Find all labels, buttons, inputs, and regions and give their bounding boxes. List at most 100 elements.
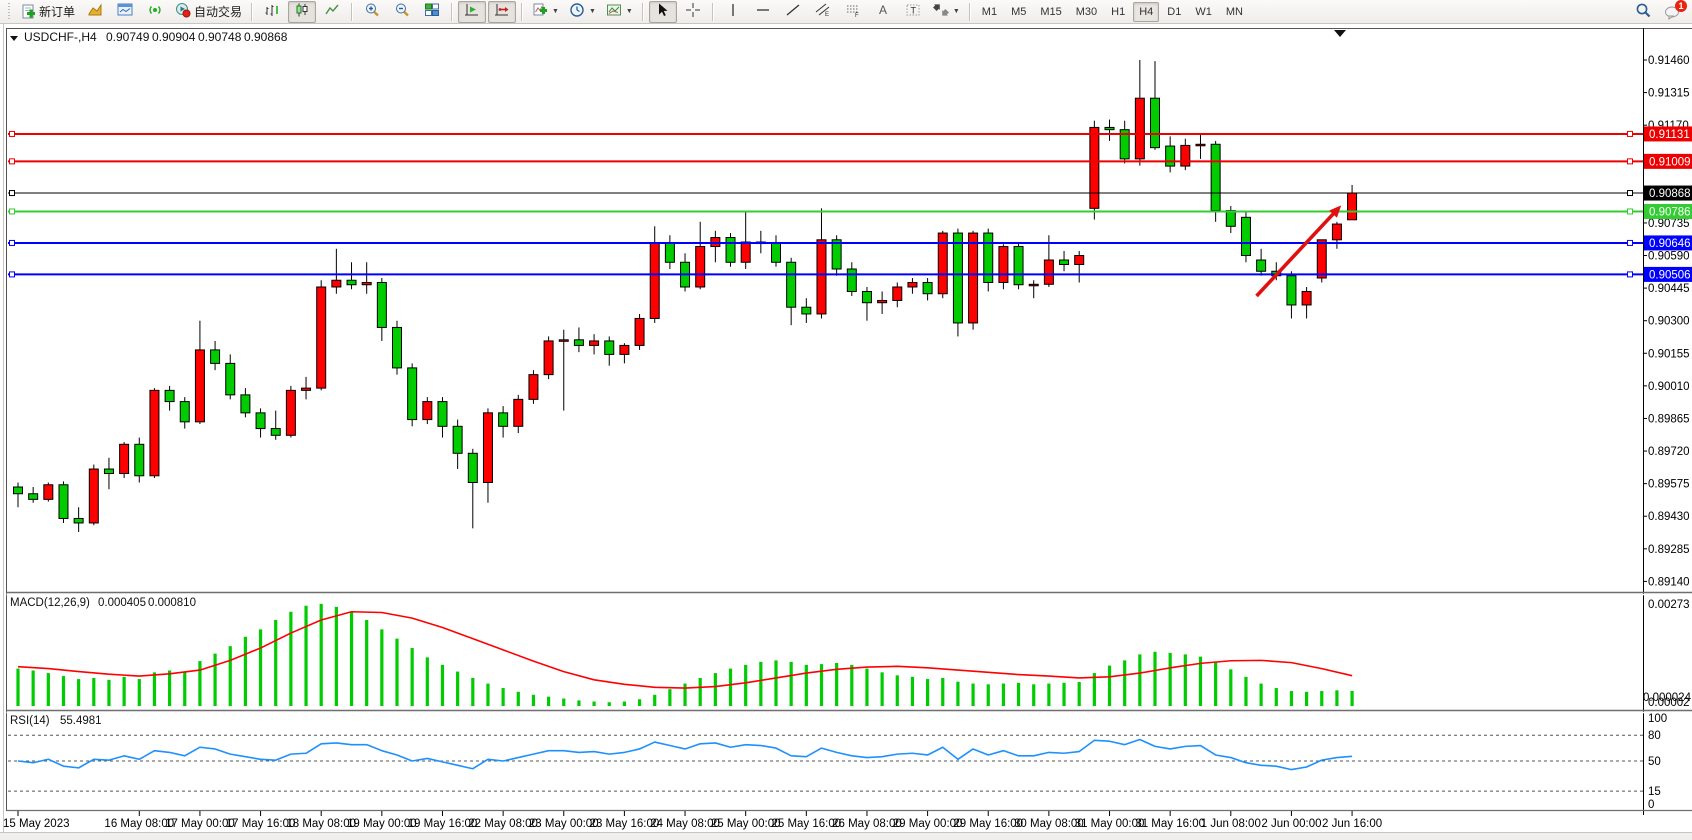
timeframe-button-mn[interactable]: MN xyxy=(1225,5,1243,18)
candle-body xyxy=(983,232,994,283)
cursor-button[interactable] xyxy=(648,0,677,23)
trend-arrow[interactable] xyxy=(1255,207,1340,298)
candle-body xyxy=(407,367,418,421)
rsi-axis-label: 0 xyxy=(1648,799,1654,811)
price-axis-label: 0.89575 xyxy=(1648,479,1690,491)
dropdown-caret-icon: ▼ xyxy=(552,8,559,15)
text-label-button[interactable]: T xyxy=(899,1,927,23)
time-axis-label: 29 May 16:00 xyxy=(953,818,1023,830)
timeframe-group: M1 M5 M15 M30 H1 H4 D1 W1 MN xyxy=(975,1,1250,22)
hline-handle[interactable] xyxy=(9,208,15,215)
toolbar-grip[interactable] xyxy=(7,2,12,21)
hline-handle[interactable] xyxy=(1627,271,1633,278)
hline-handle[interactable] xyxy=(9,158,15,165)
tile-windows-icon xyxy=(424,2,440,21)
candle-body xyxy=(831,239,842,270)
trendline-button[interactable] xyxy=(779,1,807,23)
new-order-button[interactable]: 新订单 xyxy=(16,1,79,23)
timeframe-button-h4[interactable]: H4 xyxy=(1133,1,1160,22)
signal-icon xyxy=(147,2,163,21)
time-axis-label: 16 May 08:00 xyxy=(104,818,174,830)
candle-body xyxy=(1256,259,1267,272)
price-axis-label: 0.89720 xyxy=(1648,446,1690,458)
chart-shift-button[interactable] xyxy=(488,0,517,23)
candle-body xyxy=(194,349,205,423)
trendline-icon xyxy=(785,2,801,21)
price-axis-label: 0.90590 xyxy=(1648,251,1690,263)
candle-body xyxy=(634,317,645,346)
hline-handle[interactable] xyxy=(1627,158,1633,165)
candle-body xyxy=(1119,129,1130,160)
auto-scroll-button[interactable] xyxy=(458,0,487,23)
candle-body xyxy=(695,246,706,288)
candle-body xyxy=(740,241,751,263)
signals-button[interactable] xyxy=(141,1,169,23)
equidistant-channel-button[interactable]: E xyxy=(809,1,837,23)
hline-handle[interactable] xyxy=(1627,239,1633,246)
vertical-line-button[interactable] xyxy=(719,1,747,23)
price-badge xyxy=(1644,126,1692,142)
candle-body xyxy=(664,242,675,263)
price-badge xyxy=(1644,153,1692,169)
timeframe-button-m5[interactable]: M5 xyxy=(1011,5,1027,18)
bar-chart-button[interactable] xyxy=(258,1,286,23)
time-axis-label: 17 May 00:00 xyxy=(165,818,235,830)
macd-pane xyxy=(16,603,1354,706)
hlines-layer xyxy=(8,130,1643,278)
notifications-button[interactable]: 1 xyxy=(1659,0,1687,23)
time-axis-label: 18 May 08:00 xyxy=(286,818,356,830)
timeframe-button-m1[interactable]: M1 xyxy=(981,5,998,18)
timeframe-button-w1[interactable]: W1 xyxy=(1195,5,1212,18)
candle-body xyxy=(1225,210,1236,227)
hline-handle[interactable] xyxy=(9,190,15,197)
zoom-out-button[interactable] xyxy=(388,1,416,23)
hline-handle[interactable] xyxy=(1627,190,1633,197)
template-button[interactable]: ▼ xyxy=(602,1,637,23)
rsi-axis-label: 80 xyxy=(1648,730,1661,742)
chart-ohlc-low: 0.90748 xyxy=(198,30,242,44)
timeframe-button-h1[interactable]: H1 xyxy=(1111,5,1126,18)
tile-windows-button[interactable] xyxy=(418,1,446,23)
period-button[interactable]: ▼ xyxy=(565,1,600,23)
crosshair-button[interactable] xyxy=(679,1,707,23)
add-indicator-button[interactable]: ▼ xyxy=(528,1,563,23)
hline-handle[interactable] xyxy=(9,271,15,278)
hline-handle[interactable] xyxy=(9,130,15,137)
macd-label: MACD(12,26,9) xyxy=(10,597,90,609)
candle-body xyxy=(270,428,281,436)
hline-handle[interactable] xyxy=(1627,130,1633,137)
horizontal-line-button[interactable] xyxy=(749,1,777,23)
price-axis-label: 0.89865 xyxy=(1648,413,1690,425)
zoom-in-button[interactable] xyxy=(358,1,386,23)
rsi-axis-label: 100 xyxy=(1648,713,1667,725)
rsi-label: RSI(14) xyxy=(10,715,50,727)
macd-value-main: 0.000405 xyxy=(98,597,146,609)
timeframe-button-d1[interactable]: D1 xyxy=(1167,5,1182,18)
time-axis-label: 15 May 2023 xyxy=(3,818,70,830)
timeframe-button-m15[interactable]: M15 xyxy=(1040,5,1062,18)
fibonacci-button[interactable]: F xyxy=(839,1,867,23)
search-button[interactable] xyxy=(1629,1,1657,23)
chart-shift-marker-icon[interactable] xyxy=(1334,30,1346,37)
candle-body xyxy=(28,493,39,500)
chart-menu-dropdown-icon[interactable] xyxy=(10,36,18,41)
line-chart-button[interactable] xyxy=(318,1,346,23)
zoom-in-icon xyxy=(364,2,380,21)
autotrading-button[interactable]: 自动交易 xyxy=(171,1,246,23)
timeframe-button-m30[interactable]: M30 xyxy=(1075,5,1098,18)
autotrading-label: 自动交易 xyxy=(194,5,243,19)
text-button[interactable]: A xyxy=(869,1,897,23)
clock-icon xyxy=(569,2,585,21)
market-watch-button[interactable] xyxy=(81,1,109,23)
terminal-button[interactable] xyxy=(111,1,139,23)
candle-body xyxy=(952,232,963,324)
chart-canvas[interactable]: USDCHF-,H4 0.90749 0.90904 0.90748 0.908… xyxy=(0,24,1692,840)
candle-body xyxy=(1074,255,1085,266)
price-axis[interactable]: 0.91460 0.91315 0.91170 0.90735 0.90590 0.904… xyxy=(1643,55,1692,811)
hline-handle[interactable] xyxy=(1627,208,1633,215)
arrows-button[interactable]: ▼ xyxy=(929,1,964,23)
toolbar-separator xyxy=(968,2,971,21)
hline-handle[interactable] xyxy=(9,239,15,246)
candlestick-chart-button[interactable] xyxy=(288,0,317,23)
